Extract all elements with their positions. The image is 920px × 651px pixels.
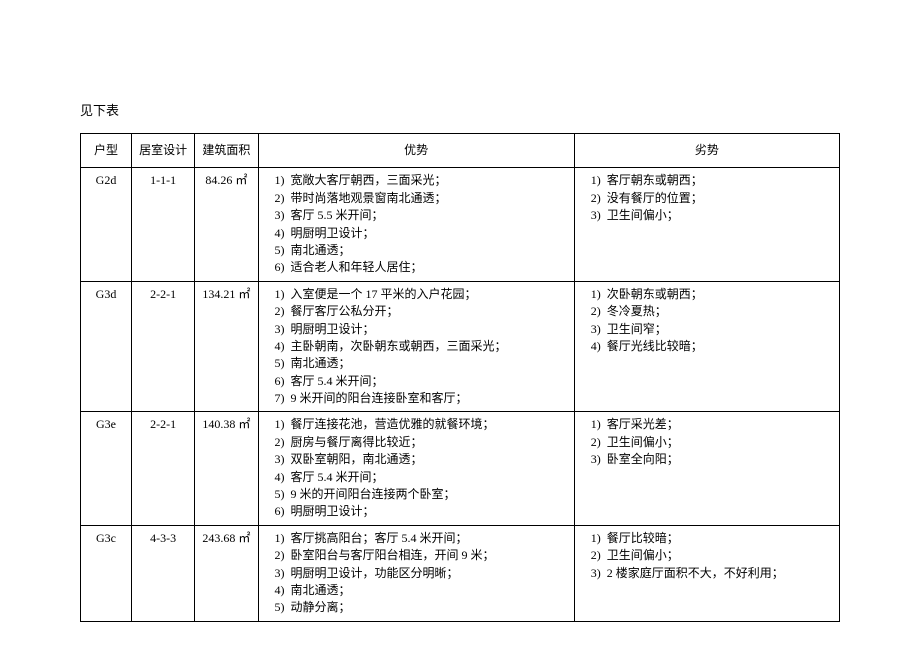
list-item: 明厨明卫设计； bbox=[287, 503, 568, 520]
list-item: 双卧室朝阳，南北通透； bbox=[287, 451, 568, 468]
cell-type: G3c bbox=[81, 525, 132, 621]
table-row: G2d1-1-184.26 ㎡宽敞大客厅朝西，三面采光；带时尚落地观景窗南北通透… bbox=[81, 168, 840, 281]
cell-cons: 客厅采光差；卫生间偏小；卧室全向阳； bbox=[574, 412, 839, 525]
cell-layout: 2-2-1 bbox=[132, 412, 195, 525]
cell-type: G3e bbox=[81, 412, 132, 525]
col-header-type: 户型 bbox=[81, 134, 132, 168]
list-item: 卫生间窄； bbox=[603, 321, 833, 338]
pros-list: 宽敞大客厅朝西，三面采光；带时尚落地观景窗南北通透；客厅 5.5 米开间；明厨明… bbox=[265, 172, 568, 276]
list-item: 卫生间偏小； bbox=[603, 207, 833, 224]
list-item: 客厅采光差； bbox=[603, 416, 833, 433]
col-header-cons: 劣势 bbox=[574, 134, 839, 168]
list-item: 次卧朝东或朝西； bbox=[603, 286, 833, 303]
cell-layout: 2-2-1 bbox=[132, 281, 195, 412]
table-row: G3d2-2-1134.21 ㎡入室便是一个 17 平米的入户花园；餐厅客厅公私… bbox=[81, 281, 840, 412]
list-item: 2 楼家庭厅面积不大，不好利用； bbox=[603, 565, 833, 582]
list-item: 主卧朝南，次卧朝东或朝西，三面采光； bbox=[287, 338, 568, 355]
pros-list: 餐厅连接花池，营造优雅的就餐环境；厨房与餐厅离得比较近；双卧室朝阳，南北通透；客… bbox=[265, 416, 568, 520]
col-header-pros: 优势 bbox=[258, 134, 574, 168]
unit-table: 户型 居室设计 建筑面积 优势 劣势 G2d1-1-184.26 ㎡宽敞大客厅朝… bbox=[80, 133, 840, 622]
list-item: 明厨明卫设计； bbox=[287, 321, 568, 338]
list-item: 明厨明卫设计； bbox=[287, 225, 568, 242]
table-body: G2d1-1-184.26 ㎡宽敞大客厅朝西，三面采光；带时尚落地观景窗南北通透… bbox=[81, 168, 840, 621]
list-item: 餐厅连接花池，营造优雅的就餐环境； bbox=[287, 416, 568, 433]
cons-list: 客厅采光差；卫生间偏小；卧室全向阳； bbox=[581, 416, 833, 468]
list-item: 南北通透； bbox=[287, 355, 568, 372]
list-item: 卧室阳台与客厅阳台相连，开间 9 米； bbox=[287, 547, 568, 564]
cell-layout: 4-3-3 bbox=[132, 525, 195, 621]
cell-pros: 宽敞大客厅朝西，三面采光；带时尚落地观景窗南北通透；客厅 5.5 米开间；明厨明… bbox=[258, 168, 574, 281]
pros-list: 入室便是一个 17 平米的入户花园；餐厅客厅公私分开；明厨明卫设计；主卧朝南，次… bbox=[265, 286, 568, 408]
cell-cons: 客厅朝东或朝西；没有餐厅的位置；卫生间偏小； bbox=[574, 168, 839, 281]
list-item: 9 米开间的阳台连接卧室和客厅； bbox=[287, 390, 568, 407]
list-item: 没有餐厅的位置； bbox=[603, 190, 833, 207]
cell-type: G2d bbox=[81, 168, 132, 281]
cons-list: 客厅朝东或朝西；没有餐厅的位置；卫生间偏小； bbox=[581, 172, 833, 224]
list-item: 厨房与餐厅离得比较近； bbox=[287, 434, 568, 451]
list-item: 客厅 5.4 米开间； bbox=[287, 469, 568, 486]
list-item: 客厅 5.4 米开间； bbox=[287, 373, 568, 390]
list-item: 明厨明卫设计，功能区分明晰； bbox=[287, 565, 568, 582]
table-row: G3c4-3-3243.68 ㎡客厅挑高阳台；客厅 5.4 米开间；卧室阳台与客… bbox=[81, 525, 840, 621]
list-item: 餐厅比较暗； bbox=[603, 530, 833, 547]
col-header-area: 建筑面积 bbox=[195, 134, 258, 168]
cell-area: 140.38 ㎡ bbox=[195, 412, 258, 525]
cell-area: 243.68 ㎡ bbox=[195, 525, 258, 621]
cell-pros: 餐厅连接花池，营造优雅的就餐环境；厨房与餐厅离得比较近；双卧室朝阳，南北通透；客… bbox=[258, 412, 574, 525]
list-item: 南北通透； bbox=[287, 242, 568, 259]
cell-area: 134.21 ㎡ bbox=[195, 281, 258, 412]
table-row: G3e2-2-1140.38 ㎡餐厅连接花池，营造优雅的就餐环境；厨房与餐厅离得… bbox=[81, 412, 840, 525]
list-item: 适合老人和年轻人居住； bbox=[287, 259, 568, 276]
table-header-row: 户型 居室设计 建筑面积 优势 劣势 bbox=[81, 134, 840, 168]
pros-list: 客厅挑高阳台；客厅 5.4 米开间；卧室阳台与客厅阳台相连，开间 9 米；明厨明… bbox=[265, 530, 568, 617]
list-item: 南北通透； bbox=[287, 582, 568, 599]
list-item: 卫生间偏小； bbox=[603, 547, 833, 564]
table-head: 户型 居室设计 建筑面积 优势 劣势 bbox=[81, 134, 840, 168]
list-item: 餐厅客厅公私分开； bbox=[287, 303, 568, 320]
list-item: 客厅朝东或朝西； bbox=[603, 172, 833, 189]
list-item: 带时尚落地观景窗南北通透； bbox=[287, 190, 568, 207]
list-item: 客厅 5.5 米开间； bbox=[287, 207, 568, 224]
list-item: 入室便是一个 17 平米的入户花园； bbox=[287, 286, 568, 303]
list-item: 餐厅光线比较暗； bbox=[603, 338, 833, 355]
cell-area: 84.26 ㎡ bbox=[195, 168, 258, 281]
list-item: 卧室全向阳； bbox=[603, 451, 833, 468]
col-header-layout: 居室设计 bbox=[132, 134, 195, 168]
list-item: 卫生间偏小； bbox=[603, 434, 833, 451]
list-item: 宽敞大客厅朝西，三面采光； bbox=[287, 172, 568, 189]
list-item: 动静分离； bbox=[287, 599, 568, 616]
list-item: 客厅挑高阳台；客厅 5.4 米开间； bbox=[287, 530, 568, 547]
cell-pros: 入室便是一个 17 平米的入户花园；餐厅客厅公私分开；明厨明卫设计；主卧朝南，次… bbox=[258, 281, 574, 412]
cell-type: G3d bbox=[81, 281, 132, 412]
cell-cons: 餐厅比较暗；卫生间偏小；2 楼家庭厅面积不大，不好利用； bbox=[574, 525, 839, 621]
list-item: 9 米的开间阳台连接两个卧室； bbox=[287, 486, 568, 503]
cons-list: 餐厅比较暗；卫生间偏小；2 楼家庭厅面积不大，不好利用； bbox=[581, 530, 833, 582]
cell-cons: 次卧朝东或朝西；冬冷夏热；卫生间窄；餐厅光线比较暗； bbox=[574, 281, 839, 412]
cell-layout: 1-1-1 bbox=[132, 168, 195, 281]
cons-list: 次卧朝东或朝西；冬冷夏热；卫生间窄；餐厅光线比较暗； bbox=[581, 286, 833, 356]
cell-pros: 客厅挑高阳台；客厅 5.4 米开间；卧室阳台与客厅阳台相连，开间 9 米；明厨明… bbox=[258, 525, 574, 621]
page: 见下表 户型 居室设计 建筑面积 优势 劣势 G2d1-1-184.26 ㎡宽敞… bbox=[0, 0, 920, 651]
table-caption: 见下表 bbox=[80, 100, 840, 119]
list-item: 冬冷夏热； bbox=[603, 303, 833, 320]
